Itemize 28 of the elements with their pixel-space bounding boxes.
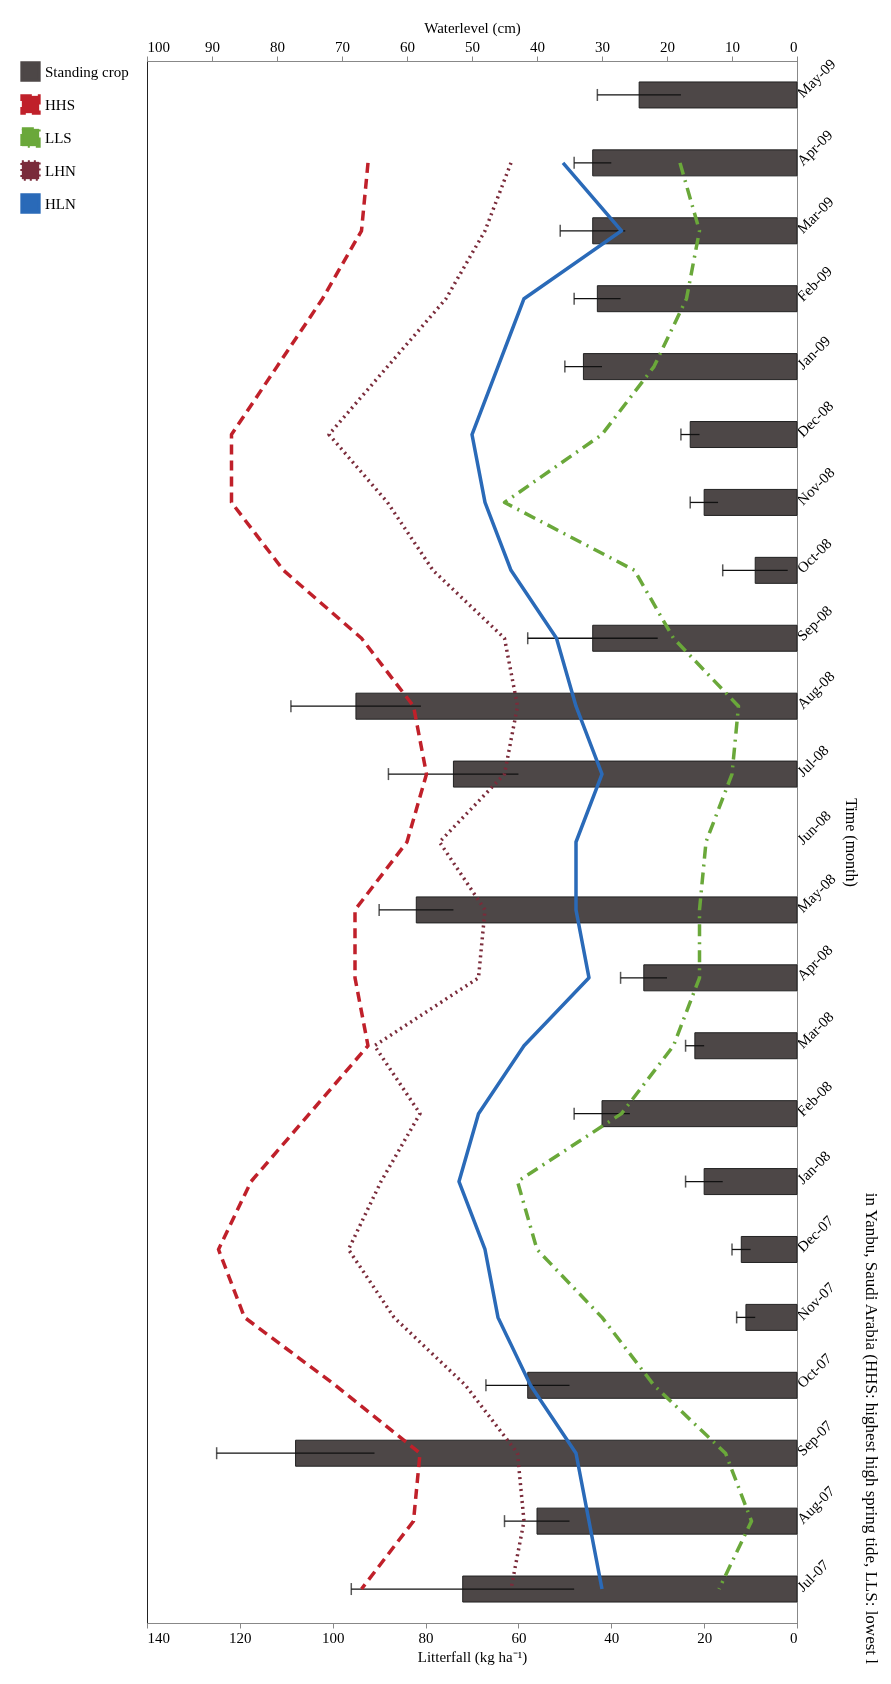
x-tick-label: 80 [418, 1629, 434, 1646]
x2-tick-label: 30 [595, 38, 610, 55]
x-tick-label: 0 [790, 1629, 798, 1646]
x-tick-label: 60 [511, 1629, 527, 1646]
legend-label: HHS [45, 96, 76, 113]
x2-tick-label: 80 [270, 38, 285, 55]
x-tick-label: 40 [604, 1629, 620, 1646]
legend-label: HLN [45, 195, 76, 212]
x2-tick-label: 50 [465, 38, 480, 55]
x2-tick-label: 70 [335, 38, 350, 55]
x-axis-title: Litterfall (kg ha⁻¹) [417, 1648, 528, 1666]
x-tick-label: 100 [321, 1629, 345, 1646]
x2-axis-title: Waterlevel (cm) [424, 19, 521, 37]
x-tick-label: 20 [697, 1629, 713, 1646]
x-tick-label: 120 [229, 1629, 252, 1646]
y-axis-title: Time (month) [841, 798, 860, 887]
legend-label: LLS [45, 129, 72, 146]
x2-tick-label: 90 [205, 38, 220, 55]
x2-tick-label: 60 [400, 38, 415, 55]
x2-tick-label: 0 [790, 38, 798, 55]
x2-tick-label: 100 [147, 38, 170, 55]
legend-label: LHN [45, 162, 76, 179]
legend-label: Standing crop [45, 63, 129, 80]
x2-tick-label: 40 [530, 38, 545, 55]
text: in Yanbu, Saudi Arabia (HHS: highest high spring tide, LLS: lowest l [862, 1192, 882, 1665]
x2-tick-label: 10 [725, 38, 740, 55]
x2-tick-label: 20 [660, 38, 675, 55]
x-tick-label: 140 [147, 1629, 170, 1646]
